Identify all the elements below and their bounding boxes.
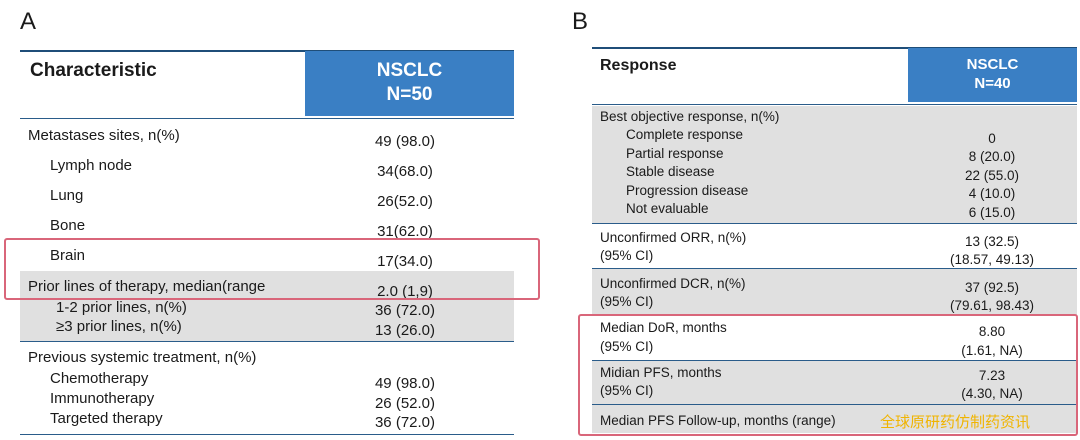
prior-lines-row-bg (20, 271, 514, 341)
row-label-immunotherapy: Immunotherapy (50, 390, 155, 407)
label-not-evaluable: Not evaluable (626, 201, 709, 216)
row-label-brain: Brain (50, 247, 86, 264)
header-top-rule (20, 50, 514, 52)
row-value-bone: 31(62.0) (377, 223, 433, 240)
label-stable-disease: Stable disease (626, 164, 715, 179)
dcr-value: 37 (92.5) (964, 280, 1020, 295)
orr-bottom-rule (592, 268, 1077, 269)
dor-ci-value: (1.61, NA) (961, 343, 1023, 358)
value-complete-response: 0 (988, 131, 996, 146)
followup-row-bg (592, 405, 1077, 433)
prior-lines-bottom-rule (20, 341, 514, 342)
panel-b-letter: B (572, 8, 589, 35)
row-value-lung: 26(52.0) (377, 193, 433, 210)
row-value-brain: 17(34.0) (377, 253, 433, 270)
row-value-1-2-prior: 36 (72.0) (374, 302, 436, 319)
nsclc-header-cell-b: NSCLC N=40 (908, 48, 1077, 102)
best-response-row-bg (592, 106, 1077, 223)
header-top-rule-b (592, 47, 1077, 49)
label-complete-response: Complete response (626, 127, 744, 142)
pfs-ci-label: (95% CI) (600, 383, 654, 398)
highlight-box-a (4, 238, 540, 300)
orr-value: 13 (32.5) (964, 234, 1020, 249)
row-value-metastases: 49 (98.0) (374, 133, 436, 150)
group-size-b: N=40 (974, 75, 1011, 92)
row-value-targeted-therapy: 36 (72.0) (374, 414, 436, 431)
dcr-label: Unconfirmed DCR, n(%) (600, 276, 746, 291)
row-value-chemotherapy: 49 (98.0) (374, 375, 436, 392)
pfs-bottom-rule (592, 404, 1077, 405)
highlight-box-b (578, 314, 1078, 436)
row-value-3plus-prior: 13 (26.0) (374, 322, 436, 339)
best-response-bottom-rule (592, 223, 1077, 224)
row-label-metastases: Metastases sites, n(%) (28, 127, 180, 144)
label-progression-disease: Progression disease (626, 183, 749, 198)
dcr-ci-value: (79.61, 98.43) (949, 298, 1035, 313)
pfs-value: 7.23 (978, 368, 1006, 383)
row-label-lung: Lung (50, 187, 84, 204)
dor-ci-label: (95% CI) (600, 339, 654, 354)
value-progression-disease: 4 (10.0) (968, 186, 1016, 201)
row-value-lymph-node: 34(68.0) (377, 163, 433, 180)
dor-bottom-rule (592, 360, 1077, 361)
dcr-row-bg (592, 269, 1077, 315)
row-value-immunotherapy: 26 (52.0) (374, 395, 436, 412)
pfs-ci-value: (4.30, NA) (961, 386, 1023, 401)
orr-ci-value: (18.57, 49.13) (949, 252, 1035, 267)
response-header: Response (600, 57, 677, 74)
row-label-prior-lines: Prior lines of therapy, median(range (28, 278, 266, 295)
orr-label: Unconfirmed ORR, n(%) (600, 230, 747, 245)
characteristic-header: Characteristic (30, 60, 157, 81)
dor-value: 8.80 (978, 324, 1006, 339)
pfs-label: Midian PFS, months (600, 365, 722, 380)
label-partial-response: Partial response (626, 146, 724, 161)
dcr-ci-label: (95% CI) (600, 294, 654, 309)
group-name: NSCLC (376, 60, 443, 81)
followup-label: Median PFS Follow-up, months (range) (600, 413, 836, 428)
watermark-text: 全球原研药仿制药资讯 (880, 414, 1031, 431)
pfs-row-bg (592, 361, 1077, 404)
row-label-chemotherapy: Chemotherapy (50, 370, 149, 387)
panel-a-letter: A (20, 8, 37, 35)
value-stable-disease: 22 (55.0) (964, 168, 1020, 183)
value-partial-response: 8 (20.0) (968, 149, 1016, 164)
row-label-previous-treatment: Previous systemic treatment, n(%) (28, 349, 257, 366)
group-size: N=50 (386, 84, 433, 105)
row-label-lymph-node: Lymph node (50, 157, 133, 174)
header-bottom-rule (20, 118, 514, 119)
row-label-targeted-therapy: Targeted therapy (50, 410, 163, 427)
value-not-evaluable: 6 (15.0) (968, 205, 1016, 220)
row-label-3plus-prior: ≥3 prior lines, n(%) (56, 318, 182, 335)
orr-ci-label: (95% CI) (600, 248, 654, 263)
row-label-bone: Bone (50, 217, 86, 234)
group-name-b: NSCLC (966, 56, 1019, 73)
header-bottom-rule-b (592, 104, 1077, 105)
row-label-1-2-prior: 1-2 prior lines, n(%) (56, 299, 187, 316)
dor-label: Median DoR, months (600, 320, 727, 335)
best-response-title: Best objective response, n(%) (600, 109, 780, 124)
panel-a-bottom-rule (20, 434, 514, 435)
row-value-prior-lines: 2.0 (1,9) (377, 283, 433, 300)
nsclc-header-cell: NSCLC N=50 (305, 51, 514, 116)
